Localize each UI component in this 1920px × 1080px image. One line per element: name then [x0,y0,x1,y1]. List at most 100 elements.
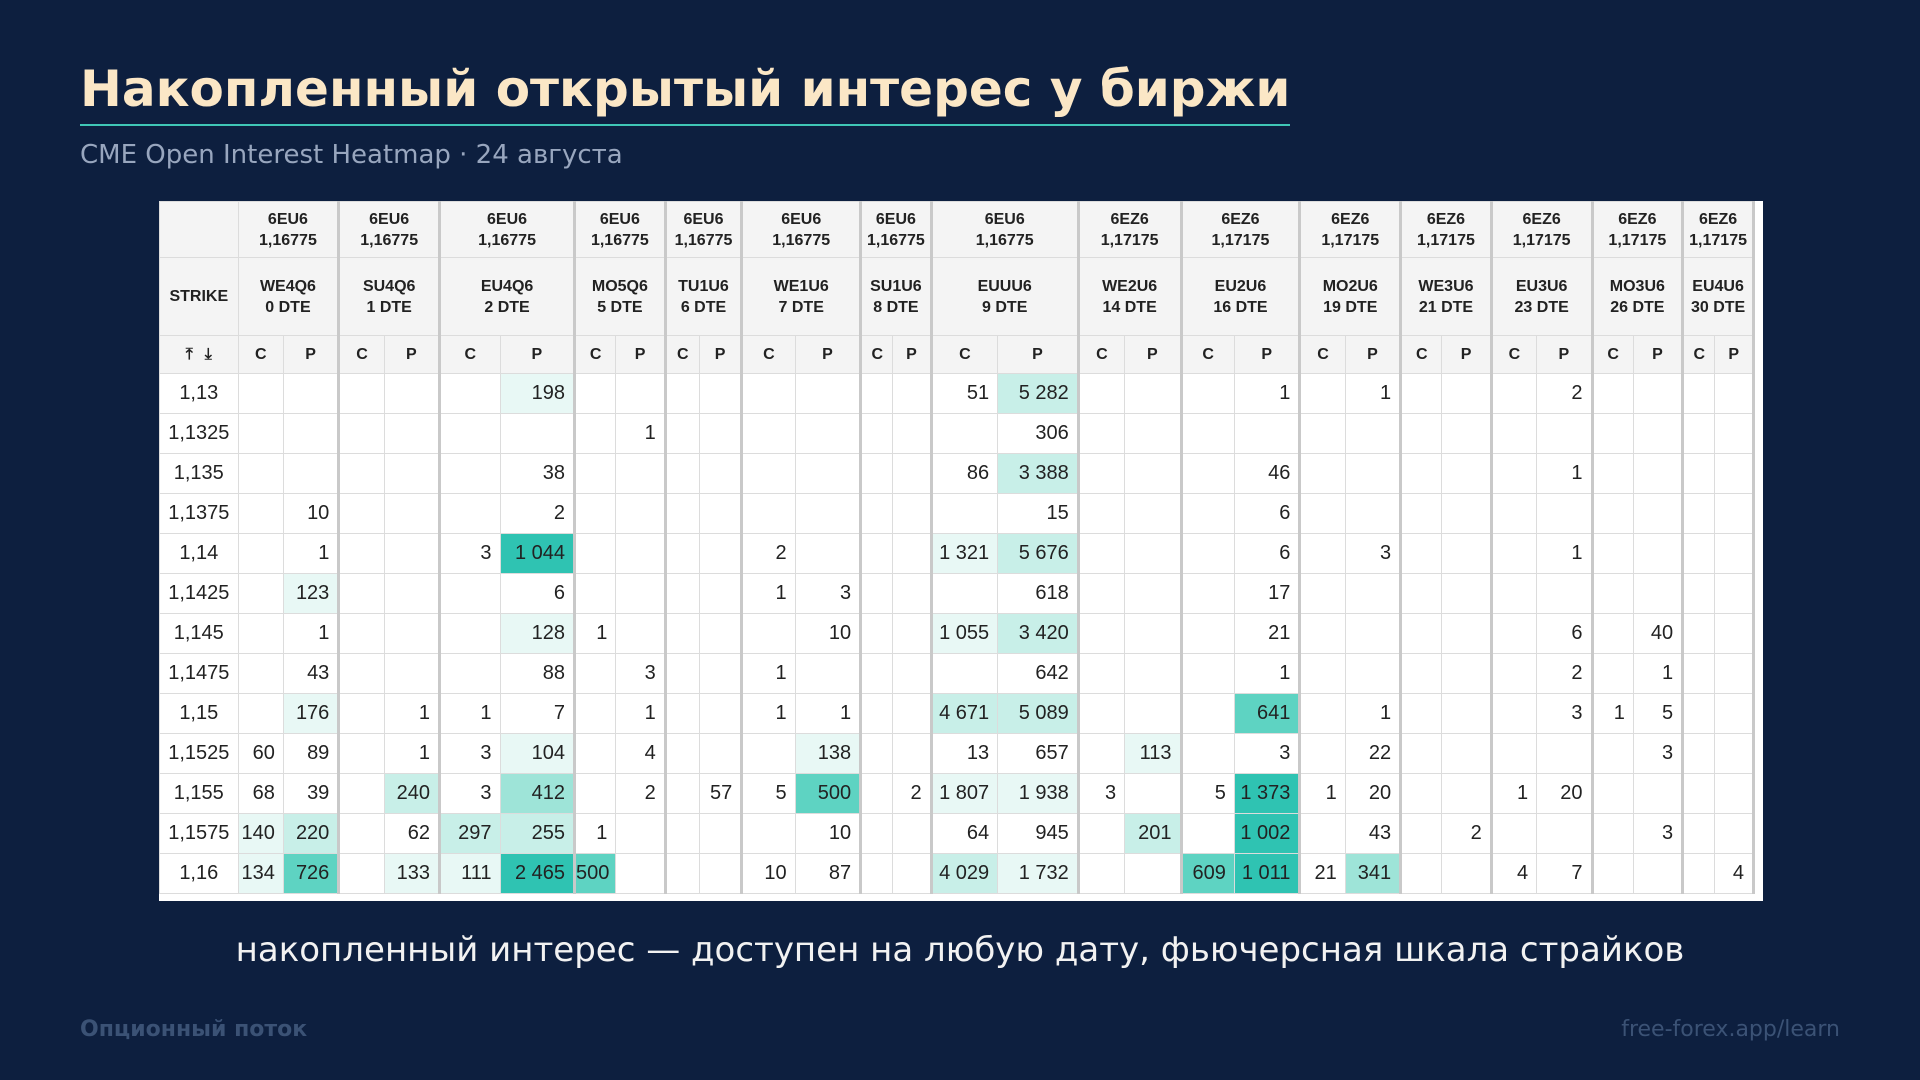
sort-top-icon[interactable]: ⤒ [185,346,193,363]
expiry-header[interactable]: EU4U6 30 DTE [1682,257,1755,336]
slide-title: Накопленный открытый интерес у биржи [80,58,1291,126]
call-column-header[interactable]: C [860,335,894,374]
call-oi-cell [664,813,700,854]
put-column-header[interactable]: P [1441,335,1493,374]
call-oi-cell [741,813,796,854]
expiry-header[interactable]: MO3U6 26 DTE [1591,257,1685,336]
footer-link[interactable]: free-forex.app/learn [1621,1017,1840,1042]
put-oi-cell: 3 [1536,693,1594,734]
expiry-header[interactable]: WE4Q6 0 DTE [237,257,341,336]
call-column-header[interactable]: C [930,335,999,374]
strike-row: 1,16 134 726 133 111 2 465 500 10 87 4 029 1 732 60… [159,853,1755,894]
put-column-header[interactable]: P [892,335,933,374]
futures-price: 1,17175 [1100,231,1159,249]
call-oi-cell [1077,653,1126,694]
put-oi-cell: 1 [1344,693,1403,734]
put-oi-cell: 128 [499,613,577,654]
put-column-header[interactable]: P [698,335,744,374]
expiry-header[interactable]: WE1U6 7 DTE [741,257,863,336]
put-oi-cell [1714,733,1755,774]
put-column-header[interactable]: P [1344,335,1403,374]
call-oi-cell [664,453,700,494]
call-oi-cell [1400,493,1443,534]
expiry-header[interactable]: TU1U6 6 DTE [664,257,744,336]
futures-header: 6EZ6 1,17175 [1400,201,1493,258]
sort-bottom-icon[interactable]: ⤓ [204,346,212,363]
expiry-header[interactable]: EUUU6 9 DTE [930,257,1080,336]
put-oi-cell: 1 002 [1233,813,1302,854]
put-oi-cell [1124,853,1183,894]
put-column-header[interactable]: P [282,335,341,374]
call-column-header[interactable]: C [439,335,501,374]
call-oi-cell: 1 [741,573,796,614]
expiry-code: EUUU6 [977,277,1032,295]
strike-value: 1,1575 [159,813,239,854]
put-oi-cell: 3 388 [997,453,1080,494]
put-oi-cell: 3 420 [997,613,1080,654]
call-oi-cell [664,733,700,774]
put-column-header[interactable]: P [383,335,442,374]
expiry-code: WE2U6 [1102,277,1158,295]
expiry-header[interactable]: EU2U6 16 DTE [1180,257,1302,336]
call-oi-cell [439,573,501,614]
put-oi-cell [383,613,442,654]
call-column-header[interactable]: C [741,335,796,374]
expiry-header[interactable]: EU3U6 23 DTE [1490,257,1594,336]
call-oi-cell [741,373,796,414]
put-column-header[interactable]: P [1536,335,1594,374]
call-column-header[interactable]: C [338,335,385,374]
call-column-header[interactable]: C [574,335,617,374]
put-oi-cell [1441,613,1493,654]
expiry-header[interactable]: SU1U6 8 DTE [860,257,933,336]
call-column-header[interactable]: C [237,335,284,374]
expiry-header[interactable]: EU4Q6 2 DTE [439,257,577,336]
put-column-header[interactable]: P [1124,335,1183,374]
put-column-header[interactable]: P [1714,335,1755,374]
futures-symbol: 6EZ6 [1698,210,1738,228]
put-oi-cell: 1 [383,693,442,734]
expiry-header[interactable]: WE3U6 21 DTE [1400,257,1493,336]
slide-subtitle: CME Open Interest Heatmap · 24 августа [80,140,623,170]
put-oi-cell: 198 [499,373,577,414]
put-column-header[interactable]: P [997,335,1080,374]
days-to-expiry: 1 DTE [366,298,412,316]
call-column-header[interactable]: C [1299,335,1346,374]
put-oi-cell [1441,413,1493,454]
put-oi-cell [892,493,933,534]
strike-value: 1,16 [159,853,239,894]
call-column-header[interactable]: C [1077,335,1126,374]
call-column-header[interactable]: C [1400,335,1443,374]
put-column-header[interactable]: P [1632,335,1685,374]
expiry-header[interactable]: WE2U6 14 DTE [1077,257,1183,336]
futures-header: 6EU6 1,16775 [338,201,442,258]
call-column-header[interactable]: C [1490,335,1538,374]
put-oi-cell [1714,613,1755,654]
put-column-header[interactable]: P [499,335,577,374]
futures-header: 6EZ6 1,17175 [1180,201,1302,258]
call-oi-cell [439,413,501,454]
put-oi-cell: 133 [383,853,442,894]
expiry-header[interactable]: MO2U6 19 DTE [1299,257,1403,336]
call-oi-cell [664,773,700,814]
put-column-header[interactable]: P [1233,335,1302,374]
put-oi-cell [1714,493,1755,534]
put-column-header[interactable]: P [615,335,667,374]
call-column-header[interactable]: C [1591,335,1634,374]
futures-symbol: 6EU6 [875,210,916,228]
call-column-header[interactable]: C [1682,335,1716,374]
put-oi-cell: 3 [1632,813,1685,854]
call-oi-cell [1490,613,1538,654]
call-oi-cell [1400,453,1443,494]
put-column-header[interactable]: P [794,335,863,374]
futures-header: 6EZ6 1,17175 [1299,201,1403,258]
put-oi-cell [892,533,933,574]
put-oi-cell: 5 089 [997,693,1080,734]
call-oi-cell [338,453,385,494]
call-column-header[interactable]: C [1180,335,1235,374]
expiry-header[interactable]: SU4Q6 1 DTE [338,257,442,336]
call-oi-cell [664,693,700,734]
strike-header[interactable]: STRIKE [159,257,239,336]
put-oi-cell: 17 [1233,573,1302,614]
expiry-header[interactable]: MO5Q6 5 DTE [574,257,667,336]
call-column-header[interactable]: C [664,335,700,374]
